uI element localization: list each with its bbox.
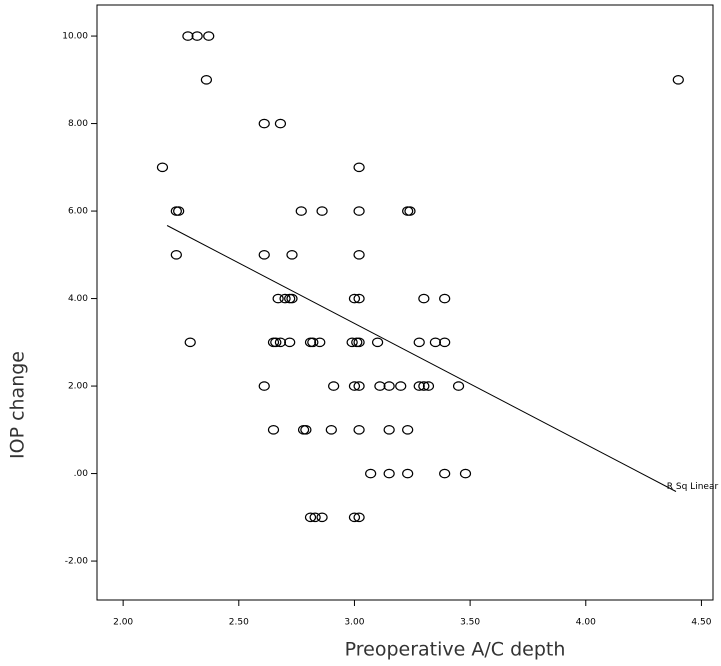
plot-frame (96, 4, 714, 601)
x-tick-label: 3.00 (344, 618, 364, 628)
point (307, 337, 319, 348)
fit-line (166, 225, 677, 492)
x-tick-label: 2.00 (113, 618, 133, 628)
y-tick-label: 10.00 (62, 32, 88, 42)
point (439, 337, 451, 348)
x-axis-title: Preoperative A/C depth (345, 639, 566, 661)
point (383, 381, 395, 391)
y-axis-title: IOP change (7, 351, 29, 459)
annotation: R Sq Linear = 0.103 (667, 482, 721, 492)
point (156, 162, 169, 173)
point (279, 293, 291, 304)
point (258, 118, 270, 129)
point (182, 31, 194, 41)
point (383, 425, 395, 435)
point (452, 381, 465, 391)
point (365, 468, 377, 479)
point (184, 337, 196, 348)
point (300, 425, 312, 435)
y-tick-label: 2.00 (68, 382, 88, 392)
point (348, 512, 361, 523)
point (304, 512, 317, 523)
point (353, 162, 365, 173)
y-tick-label: -2.00 (65, 557, 89, 567)
point (413, 337, 425, 348)
point (258, 250, 270, 260)
point (314, 337, 326, 348)
point (395, 381, 407, 391)
point (200, 75, 213, 85)
point (353, 425, 365, 435)
point (353, 206, 365, 216)
point (353, 293, 365, 304)
x-tick-label: 4.00 (576, 618, 596, 628)
point (328, 381, 340, 391)
point (418, 293, 430, 304)
point (258, 381, 270, 391)
point (272, 293, 284, 304)
point (274, 337, 287, 348)
point (316, 206, 328, 216)
point (295, 206, 307, 216)
y-tick-label: .00 (74, 469, 89, 479)
y-tick-label: 6.00 (68, 207, 88, 217)
y-tick-label: 8.00 (68, 119, 88, 129)
point (374, 381, 386, 391)
point (267, 425, 280, 435)
point (429, 337, 442, 348)
point (348, 293, 361, 304)
point (422, 381, 435, 391)
point (371, 337, 384, 348)
point (346, 337, 358, 348)
point (170, 250, 182, 260)
point (413, 381, 425, 391)
point (353, 337, 365, 348)
point (173, 206, 185, 216)
point (402, 206, 414, 216)
point (402, 468, 414, 479)
point (353, 512, 365, 523)
point (286, 250, 298, 260)
point (418, 381, 430, 391)
point (191, 31, 203, 41)
point (404, 206, 416, 216)
point (459, 468, 472, 479)
point (286, 293, 298, 304)
point (439, 468, 451, 479)
point (383, 468, 395, 479)
point (270, 337, 282, 348)
point (402, 425, 414, 435)
point (439, 293, 451, 304)
point (353, 250, 365, 260)
point (203, 31, 215, 41)
point (353, 381, 365, 391)
point (297, 425, 310, 435)
point (284, 337, 296, 348)
x-tick-label: 4.50 (691, 618, 711, 628)
point (170, 206, 182, 216)
point (316, 512, 328, 523)
point (325, 425, 337, 435)
point (348, 381, 361, 391)
y-tick-label: 4.00 (68, 294, 88, 304)
point (304, 337, 317, 348)
point (274, 118, 287, 129)
x-tick-label: 2.50 (229, 618, 249, 628)
point (672, 75, 684, 85)
point (309, 512, 321, 523)
x-tick-label: 3.50 (460, 618, 480, 628)
